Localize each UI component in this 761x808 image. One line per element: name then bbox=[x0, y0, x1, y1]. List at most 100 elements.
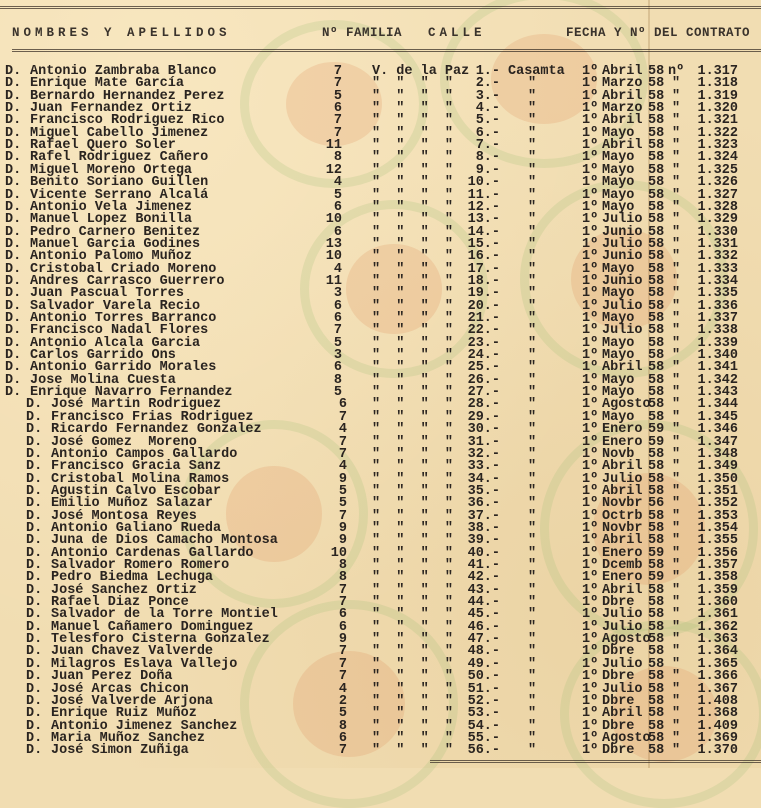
district-name: " bbox=[528, 693, 537, 709]
number-marker: " bbox=[672, 607, 681, 623]
house-number: 52.- bbox=[467, 693, 500, 709]
family-count: 7 bbox=[333, 323, 342, 339]
contract-day: 1º bbox=[582, 743, 599, 759]
contract-year: 56 bbox=[648, 496, 665, 512]
street-name: " " " " bbox=[372, 496, 454, 512]
contract-year: 58 bbox=[648, 224, 665, 240]
contract-month: Abril bbox=[602, 64, 643, 79]
prefix-label: D. bbox=[5, 138, 22, 154]
contract-day: 1º bbox=[582, 434, 599, 450]
house-number: 8.- bbox=[475, 150, 500, 166]
number-marker: " bbox=[672, 212, 681, 228]
number-marker: " bbox=[672, 323, 681, 339]
contract-year: 58 bbox=[648, 730, 665, 746]
contract-day: 1º bbox=[582, 483, 599, 499]
number-marker: " bbox=[672, 298, 681, 314]
family-count: 7 bbox=[338, 669, 347, 685]
district-name: " bbox=[528, 212, 537, 228]
number-marker: " bbox=[672, 656, 681, 672]
contract-number: 1.318 bbox=[697, 76, 738, 92]
contract-month: Mayo bbox=[602, 150, 635, 166]
prefix-label: D. bbox=[26, 471, 43, 487]
contract-number: 1.361 bbox=[697, 607, 738, 623]
house-number: 24.- bbox=[467, 348, 500, 364]
house-number: 31.- bbox=[467, 434, 500, 450]
family-count: 6 bbox=[333, 224, 342, 240]
contract-day: 1º bbox=[582, 150, 599, 166]
contract-year: 58 bbox=[648, 558, 665, 573]
contract-month: Julio bbox=[602, 619, 643, 635]
resident-name: Miguel Moreno Ortega bbox=[30, 162, 193, 178]
contract-number: 1.329 bbox=[697, 212, 738, 228]
family-count: 5 bbox=[333, 335, 342, 351]
contract-number: 1.351 bbox=[697, 483, 738, 499]
contract-number: 1.330 bbox=[697, 224, 738, 240]
contract-month: Dbre bbox=[602, 718, 635, 734]
contract-number: 1.322 bbox=[697, 125, 738, 141]
header-familia: Nº FAMILIA bbox=[322, 26, 403, 40]
family-count: 2 bbox=[338, 693, 347, 709]
contract-year: 58 bbox=[648, 286, 665, 302]
contract-month: Julio bbox=[602, 656, 643, 672]
contract-year: 58 bbox=[648, 372, 665, 388]
street-name: " " " " bbox=[372, 385, 454, 401]
street-name: " " " " bbox=[372, 113, 454, 129]
house-number: 56.- bbox=[467, 743, 500, 759]
contract-month: Mayo bbox=[602, 409, 635, 425]
house-number: 40.- bbox=[467, 545, 500, 561]
number-marker: " bbox=[672, 545, 681, 561]
contract-month: Mayo bbox=[602, 187, 635, 203]
family-count: 4 bbox=[333, 175, 342, 191]
contract-month: Julio bbox=[602, 607, 643, 623]
house-number: 43.- bbox=[467, 582, 500, 598]
contract-number: 1.365 bbox=[697, 656, 738, 672]
contract-day: 1º bbox=[582, 681, 599, 697]
house-number: 21.- bbox=[467, 311, 500, 326]
street-name: " " " " bbox=[372, 360, 454, 376]
contract-month: Marzo bbox=[602, 76, 643, 92]
resident-name: Emilio Muñoz Salazar bbox=[51, 496, 214, 512]
house-number: 37.- bbox=[467, 508, 500, 524]
contract-number: 1.360 bbox=[697, 595, 738, 611]
contract-day: 1º bbox=[582, 64, 599, 79]
street-name: V. de la Paz bbox=[372, 64, 470, 79]
family-count: 5 bbox=[333, 187, 342, 203]
prefix-label: D. bbox=[5, 360, 22, 376]
street-name: " " " " bbox=[372, 459, 454, 475]
contract-year: 58 bbox=[648, 64, 665, 79]
contract-year: 58 bbox=[648, 88, 665, 104]
house-number: 16.- bbox=[467, 249, 500, 265]
district-name: " bbox=[528, 372, 537, 388]
number-marker: " bbox=[672, 273, 681, 289]
resident-name: Bernardo Hernandez Perez bbox=[30, 88, 225, 104]
prefix-label: D. bbox=[26, 582, 43, 598]
prefix-label: D. bbox=[5, 150, 22, 166]
street-name: " " " " bbox=[372, 471, 454, 487]
street-name: " " " " bbox=[372, 212, 454, 228]
number-marker: " bbox=[672, 422, 681, 438]
number-marker: " bbox=[672, 372, 681, 388]
contract-year: 58 bbox=[648, 681, 665, 697]
contract-year: 58 bbox=[648, 446, 665, 462]
contract-day: 1º bbox=[582, 162, 599, 178]
contract-day: 1º bbox=[582, 212, 599, 228]
house-number: 33.- bbox=[467, 459, 500, 475]
resident-name: Pedro Carnero Benitez bbox=[30, 224, 201, 240]
number-marker: " bbox=[672, 533, 681, 549]
resident-name: Juan Pascual Torres bbox=[30, 286, 184, 302]
contract-year: 58 bbox=[648, 706, 665, 722]
street-name: " " " " bbox=[372, 125, 454, 141]
number-marker: " bbox=[672, 162, 681, 178]
contract-day: 1º bbox=[582, 187, 599, 203]
contract-year: 59 bbox=[648, 570, 665, 586]
contract-number: 1.324 bbox=[697, 150, 738, 166]
house-number: 17.- bbox=[467, 261, 500, 277]
contract-day: 1º bbox=[582, 113, 599, 129]
watermark-stamp bbox=[180, 420, 368, 608]
contract-year: 58 bbox=[648, 483, 665, 499]
contract-year: 58 bbox=[648, 644, 665, 660]
district-name: Casamta bbox=[508, 64, 565, 79]
contract-year: 58 bbox=[648, 459, 665, 475]
contract-number: 1.358 bbox=[697, 570, 738, 586]
district-name: " bbox=[528, 607, 537, 623]
